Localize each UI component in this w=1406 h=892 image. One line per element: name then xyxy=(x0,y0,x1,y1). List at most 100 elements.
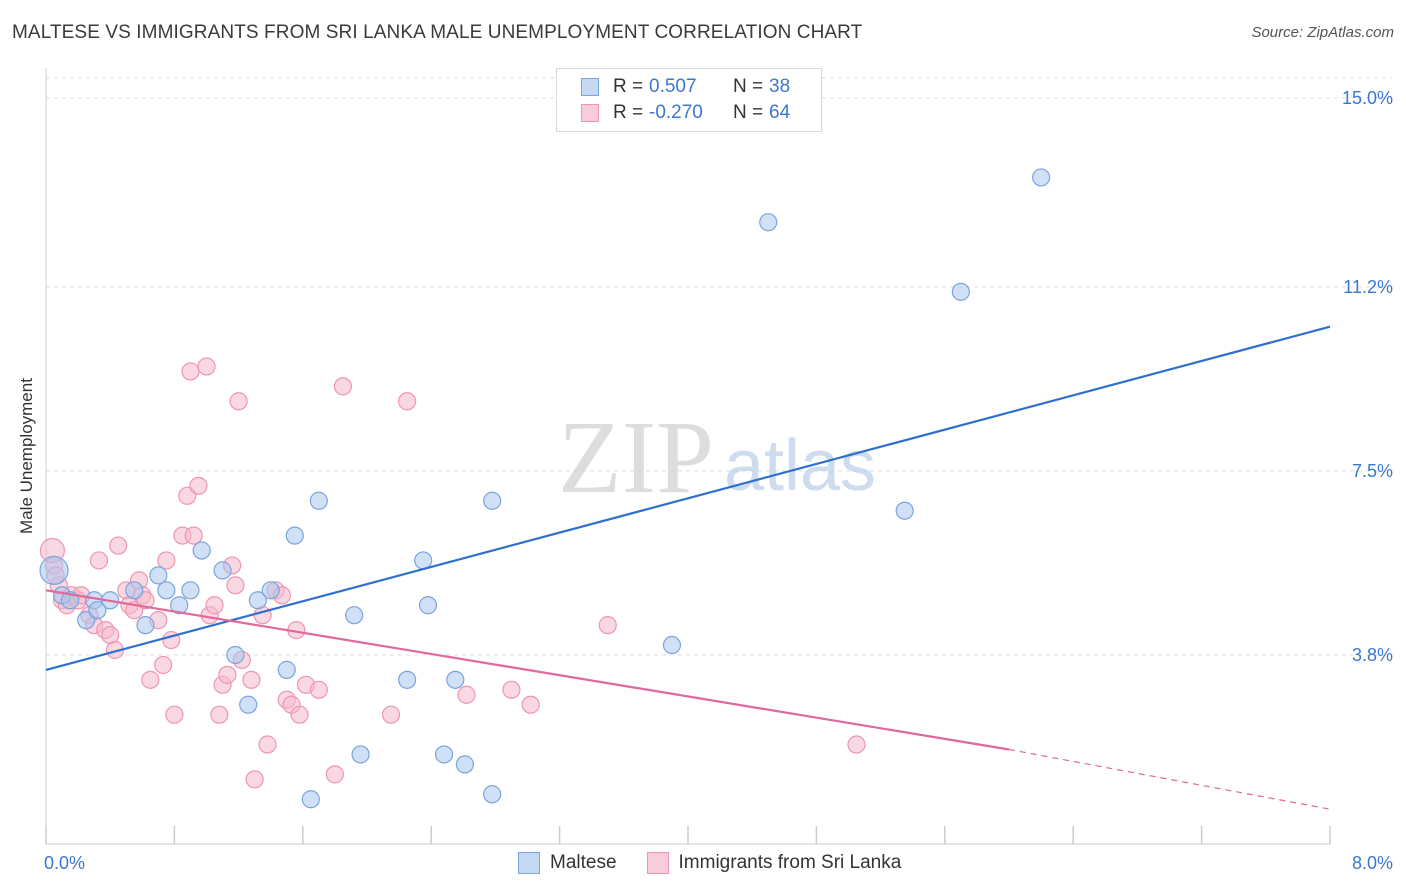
legend-r-value: -0.270 xyxy=(649,102,703,123)
point-maltese xyxy=(226,645,245,665)
y-tick-label: 7.5% xyxy=(1352,461,1393,481)
legend-n-label: N = xyxy=(733,76,764,97)
point-maltese xyxy=(446,670,465,689)
point-srilanka xyxy=(157,551,176,570)
point-maltese xyxy=(418,596,438,615)
legend-n-value: 38 xyxy=(769,76,791,97)
point-maltese xyxy=(239,695,258,714)
legend-swatch-srilanka xyxy=(581,104,599,122)
point-srilanka xyxy=(229,392,248,411)
point-srilanka xyxy=(502,680,521,699)
trend-line-srilanka xyxy=(45,589,1010,751)
point-maltese xyxy=(213,561,232,580)
stats-legend: R = 0.507 N = 38 R = -0.270 N = 64 xyxy=(556,68,822,132)
point-srilanka xyxy=(398,392,417,411)
point-maltese xyxy=(309,491,328,510)
point-maltese xyxy=(351,745,370,764)
watermark-zip: ZIP xyxy=(558,400,714,515)
x-tick-label-max: 8.0% xyxy=(1352,853,1393,873)
point-srilanka xyxy=(258,735,277,754)
point-maltese xyxy=(277,660,296,679)
point-maltese xyxy=(170,596,189,615)
point-srilanka xyxy=(89,551,109,570)
axes xyxy=(45,68,1331,845)
y-tick-label: 15.0% xyxy=(1342,88,1393,108)
point-srilanka xyxy=(165,705,184,724)
point-maltese xyxy=(434,745,454,764)
point-srilanka xyxy=(521,695,540,714)
point-srilanka xyxy=(309,680,328,699)
point-maltese xyxy=(1031,168,1051,187)
legend-row-maltese: R = 0.507 N = 38 xyxy=(581,75,790,99)
point-maltese xyxy=(285,526,304,545)
trend-line-srilanka-extension xyxy=(1008,748,1331,810)
point-srilanka xyxy=(598,616,617,635)
y-axis-label: Male Unemployment xyxy=(17,378,36,534)
legend-n-label: N = xyxy=(733,102,764,123)
point-maltese xyxy=(248,591,267,610)
point-maltese xyxy=(181,581,200,600)
point-maltese xyxy=(125,581,144,600)
legend-swatch-maltese xyxy=(518,852,540,874)
point-maltese xyxy=(261,581,280,600)
point-maltese xyxy=(398,670,417,689)
point-srilanka xyxy=(325,765,344,784)
legend-n-value: 64 xyxy=(769,102,791,123)
legend-item-maltese: Maltese xyxy=(518,852,617,874)
legend-label-maltese: Maltese xyxy=(550,852,617,873)
point-srilanka xyxy=(109,536,128,555)
point-srilanka xyxy=(181,362,200,381)
point-maltese xyxy=(455,755,475,774)
point-maltese xyxy=(895,501,914,520)
legend-r-label: R = xyxy=(613,102,644,123)
point-srilanka xyxy=(141,670,160,689)
point-maltese xyxy=(39,555,69,586)
point-maltese xyxy=(88,601,107,620)
legend-r-value: 0.507 xyxy=(649,76,697,97)
point-srilanka xyxy=(245,770,264,789)
chart-title: MALTESE VS IMMIGRANTS FROM SRI LANKA MAL… xyxy=(12,22,863,43)
point-srilanka xyxy=(218,665,237,684)
point-maltese xyxy=(483,785,502,804)
point-srilanka xyxy=(242,670,261,689)
point-srilanka xyxy=(333,377,353,396)
legend-r-label: R = xyxy=(613,76,644,97)
point-srilanka xyxy=(381,705,401,724)
legend-item-srilanka: Immigrants from Sri Lanka xyxy=(646,852,902,874)
point-srilanka xyxy=(457,685,476,704)
x-tick-label-min: 0.0% xyxy=(44,853,85,873)
point-srilanka xyxy=(847,735,866,754)
point-maltese xyxy=(662,635,682,655)
point-maltese xyxy=(149,566,168,585)
point-maltese xyxy=(759,213,778,232)
watermark: ZIP atlas xyxy=(558,400,876,515)
legend-swatch-srilanka xyxy=(646,852,669,874)
point-maltese xyxy=(951,282,970,301)
watermark-atlas: atlas xyxy=(724,426,876,506)
y-tick-label: 3.8% xyxy=(1352,645,1393,665)
grid-lines xyxy=(46,77,1392,656)
points-maltese xyxy=(39,168,1051,809)
point-maltese xyxy=(157,581,176,600)
point-srilanka xyxy=(184,526,203,545)
point-srilanka xyxy=(226,576,245,595)
point-maltese xyxy=(301,790,320,809)
point-srilanka xyxy=(189,476,208,495)
point-maltese xyxy=(136,616,155,635)
legend-swatch-maltese xyxy=(581,78,599,96)
chart-source: Source: ZipAtlas.com xyxy=(1251,24,1394,41)
y-tick-label: 11.2% xyxy=(1343,277,1393,297)
point-srilanka xyxy=(210,705,229,724)
legend-label-srilanka: Immigrants from Sri Lanka xyxy=(678,852,902,873)
trend-lines xyxy=(45,325,1331,810)
series-legend: Maltese Immigrants from Sri Lanka xyxy=(518,852,931,874)
point-srilanka xyxy=(154,655,173,675)
point-srilanka xyxy=(197,357,216,376)
point-maltese xyxy=(192,541,211,560)
point-maltese xyxy=(483,491,502,510)
legend-row-srilanka: R = -0.270 N = 64 xyxy=(581,101,790,125)
point-srilanka xyxy=(205,596,224,615)
point-srilanka xyxy=(290,705,309,724)
tick-labels: 3.8% 7.5% 11.2% 15.0% 0.0% 8.0% xyxy=(44,88,1393,873)
